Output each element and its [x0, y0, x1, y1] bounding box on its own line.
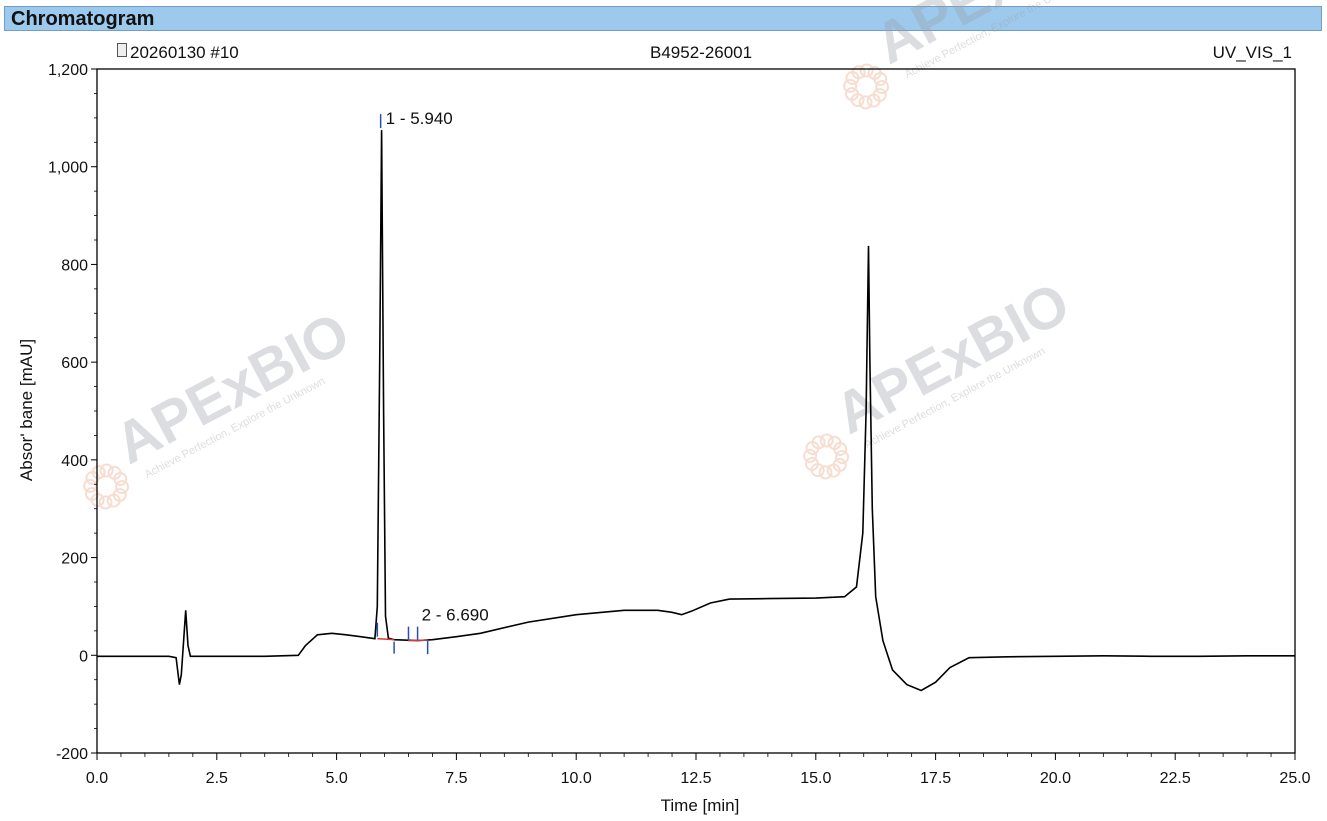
watermark-logo-dot — [804, 456, 819, 471]
baseline-marker — [377, 637, 395, 641]
x-tick-label: 20.0 — [1040, 770, 1071, 787]
x-tick-label: 25.0 — [1279, 770, 1310, 787]
y-axis: -200 0 200 400 600 800 1,000 1,200 — [48, 62, 97, 763]
watermark-logo-dot — [83, 478, 98, 493]
x-tick-label: 15.0 — [800, 770, 831, 787]
y-tick-label: 0 — [79, 648, 88, 665]
watermark-logo-dot — [90, 493, 105, 508]
y-tick-label: 1,000 — [48, 160, 88, 177]
panel-title-bar: Chromatogram — [4, 6, 1322, 31]
watermark-logo-dot — [859, 63, 874, 78]
watermark-logo-dot — [112, 487, 127, 502]
watermark-logo-dot — [818, 465, 833, 480]
watermark-logo-dot — [91, 465, 106, 480]
sample-label: B4952-26001 — [650, 43, 753, 62]
watermark-logo-dot — [803, 448, 818, 463]
watermark-logo-dot — [844, 86, 859, 101]
watermark-logo-dot — [833, 441, 848, 456]
x-tick-label: 22.5 — [1160, 770, 1191, 787]
watermark-brand: APExBIO — [864, 0, 1119, 77]
watermark-logo-dot — [115, 480, 130, 495]
x-tick-label: 2.5 — [206, 770, 228, 787]
watermark-logo-dot — [832, 457, 847, 472]
y-tick-label: -200 — [56, 746, 88, 763]
watermark-logo-dot — [843, 78, 858, 93]
x-tick-label: 10.0 — [561, 770, 592, 787]
panel-title: Chromatogram — [11, 8, 155, 30]
peak-label: 2 - 6.690 — [422, 606, 489, 625]
watermark-logo-dot — [826, 463, 841, 478]
watermark-logo-dot — [85, 470, 100, 485]
x-tick-label: 0.0 — [86, 770, 108, 787]
watermark-logo-dot — [866, 93, 881, 108]
watermark-logo-dot — [810, 463, 825, 478]
watermark-logo-dot — [872, 87, 887, 102]
watermark-logo-dot — [827, 435, 842, 450]
watermark-logo-dot — [107, 465, 122, 480]
report-document-icon[interactable] — [117, 43, 127, 57]
peak-label: 1 - 5.940 — [386, 109, 453, 128]
x-axis-label: Time [min] — [661, 796, 740, 815]
injection-label: 20260130 #10 — [130, 43, 239, 62]
y-tick-label: 400 — [61, 453, 88, 470]
watermark-logo-dot — [805, 440, 820, 455]
x-tick-label: 17.5 — [920, 770, 951, 787]
watermark-logo-dot — [873, 71, 888, 86]
watermark-logo-dot — [113, 471, 128, 486]
watermark-logo-dot — [99, 463, 114, 478]
watermark-logo-dot — [845, 70, 860, 85]
watermark-logo-dot — [867, 65, 882, 80]
watermark-logo-dot — [811, 435, 826, 450]
watermark-logo-dot — [106, 493, 121, 508]
watermark-logo-dot — [858, 95, 873, 110]
x-tick-label: 7.5 — [445, 770, 467, 787]
watermark-logo-dot — [835, 450, 850, 465]
watermark-logo-dot — [850, 93, 865, 108]
watermark-logo-dot — [819, 433, 834, 448]
y-tick-label: 600 — [61, 355, 88, 372]
peak-annotations: 1 - 5.940 2 - 6.690 — [386, 109, 489, 625]
y-tick-label: 1,200 — [48, 62, 88, 79]
channel-label: UV_VIS_1 — [1212, 43, 1292, 62]
x-axis: 0.0 2.5 5.0 7.5 10.0 12.5 15.0 17.5 20.0 22.5 25.0 — [86, 753, 1311, 787]
y-tick-label: 200 — [61, 551, 88, 568]
peak-markers — [376, 114, 429, 655]
y-axis-label: Absor' bane [mAU] — [17, 339, 36, 481]
watermark-logo-dot — [875, 80, 890, 95]
chromatogram-trace — [97, 130, 1295, 692]
watermark-logo-dot — [851, 65, 866, 80]
watermark-logo-dot — [98, 495, 113, 510]
x-tick-label: 12.5 — [680, 770, 711, 787]
x-tick-label: 5.0 — [325, 770, 347, 787]
y-tick-label: 800 — [61, 257, 88, 274]
